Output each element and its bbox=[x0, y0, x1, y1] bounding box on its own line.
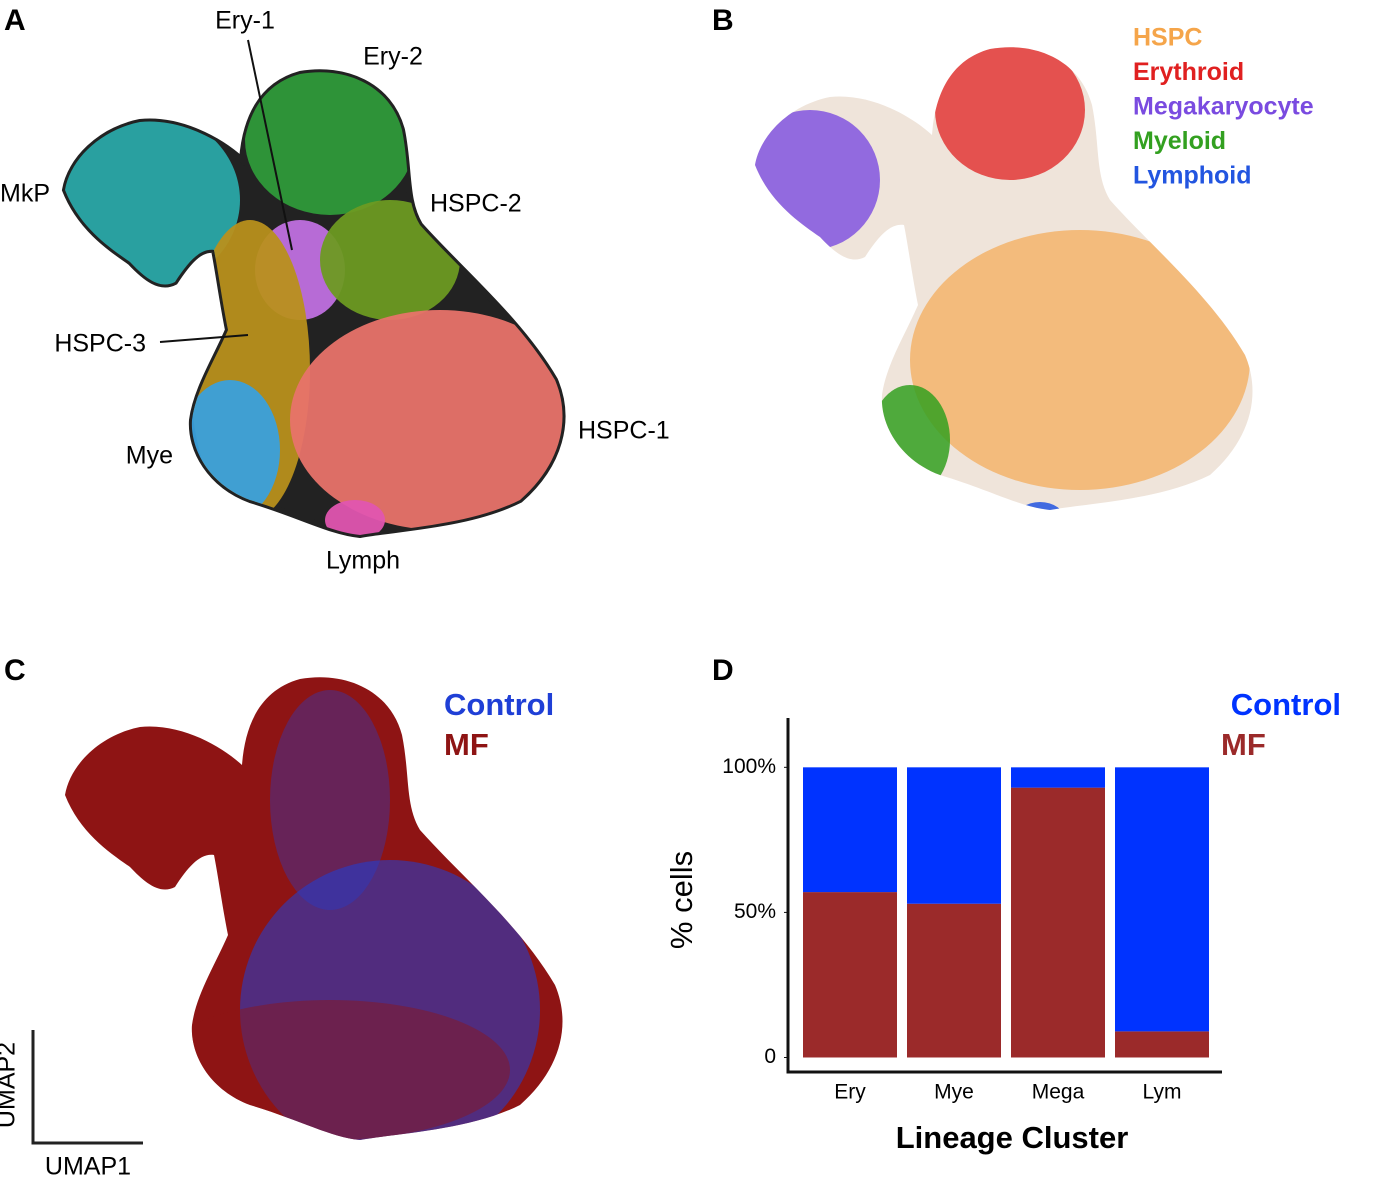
axes bbox=[786, 718, 1222, 1074]
panel-letter: B bbox=[712, 4, 734, 37]
cluster-label: HSPC-1 bbox=[578, 417, 670, 445]
lineage-density bbox=[910, 230, 1250, 490]
legend-label: Myeloid bbox=[1133, 127, 1226, 155]
y-axis-label: % cells bbox=[664, 851, 699, 949]
x-axis-label: Lineage Cluster bbox=[896, 1120, 1129, 1155]
legend-label: Erythroid bbox=[1133, 58, 1244, 86]
lineage-density bbox=[870, 385, 950, 495]
bar-segment bbox=[803, 892, 897, 1058]
condition-density bbox=[270, 690, 390, 910]
legend-label: Megakaryocyte bbox=[1133, 93, 1314, 121]
bar-segment bbox=[1011, 767, 1105, 788]
cluster-label: Lymph bbox=[326, 547, 400, 575]
panel-letter: A bbox=[4, 4, 26, 37]
y-tick-label: 50% bbox=[734, 900, 776, 923]
legend-label: MF bbox=[444, 727, 489, 762]
bar-segment bbox=[907, 767, 1001, 904]
x-tick-label: Mega bbox=[1032, 1081, 1085, 1104]
cluster-label: Mye bbox=[126, 442, 173, 470]
cluster bbox=[320, 200, 460, 320]
leader-line bbox=[247, 39, 293, 251]
umap-axes bbox=[31, 1030, 143, 1145]
lineage-density bbox=[755, 110, 880, 250]
y-tick-label: 100% bbox=[722, 755, 776, 778]
panel-letter: C bbox=[4, 654, 26, 687]
legend-label: MF bbox=[1221, 727, 1266, 762]
clusters bbox=[65, 72, 563, 535]
x-axis-label: UMAP1 bbox=[45, 1153, 131, 1176]
panel-letter: D bbox=[712, 654, 734, 687]
cluster-label: HSPC-2 bbox=[430, 190, 522, 218]
y-tick-label: 0 bbox=[764, 1045, 776, 1068]
lineage-density bbox=[935, 47, 1085, 180]
bar-segment bbox=[1115, 767, 1209, 1032]
cluster-label: HSPC-3 bbox=[54, 330, 146, 358]
legend-label: Lymphoid bbox=[1133, 162, 1252, 190]
bar-segment bbox=[907, 903, 1001, 1058]
bar-segment bbox=[1115, 1031, 1209, 1058]
legend-label: Control bbox=[444, 687, 554, 722]
x-tick-label: Ery bbox=[834, 1081, 866, 1104]
leader-line bbox=[159, 334, 249, 343]
y-axis-label: UMAP2 bbox=[0, 1042, 21, 1128]
cluster-label: MkP bbox=[0, 180, 50, 208]
lineage-density bbox=[1015, 502, 1065, 510]
legend-label: HSPC bbox=[1133, 24, 1202, 52]
cluster bbox=[325, 500, 385, 535]
cluster bbox=[245, 72, 415, 215]
cluster-label: Ery-2 bbox=[363, 43, 423, 71]
legend-label: Control bbox=[1231, 687, 1341, 722]
bar-segment bbox=[803, 767, 897, 893]
x-tick-label: Mye bbox=[934, 1081, 974, 1104]
cluster bbox=[290, 310, 563, 530]
bar-segment bbox=[1011, 787, 1105, 1058]
cluster-label: Ery-1 bbox=[215, 7, 275, 35]
condition-density bbox=[240, 860, 540, 1140]
x-tick-label: Lym bbox=[1143, 1081, 1182, 1104]
condition-density bbox=[150, 1000, 510, 1140]
